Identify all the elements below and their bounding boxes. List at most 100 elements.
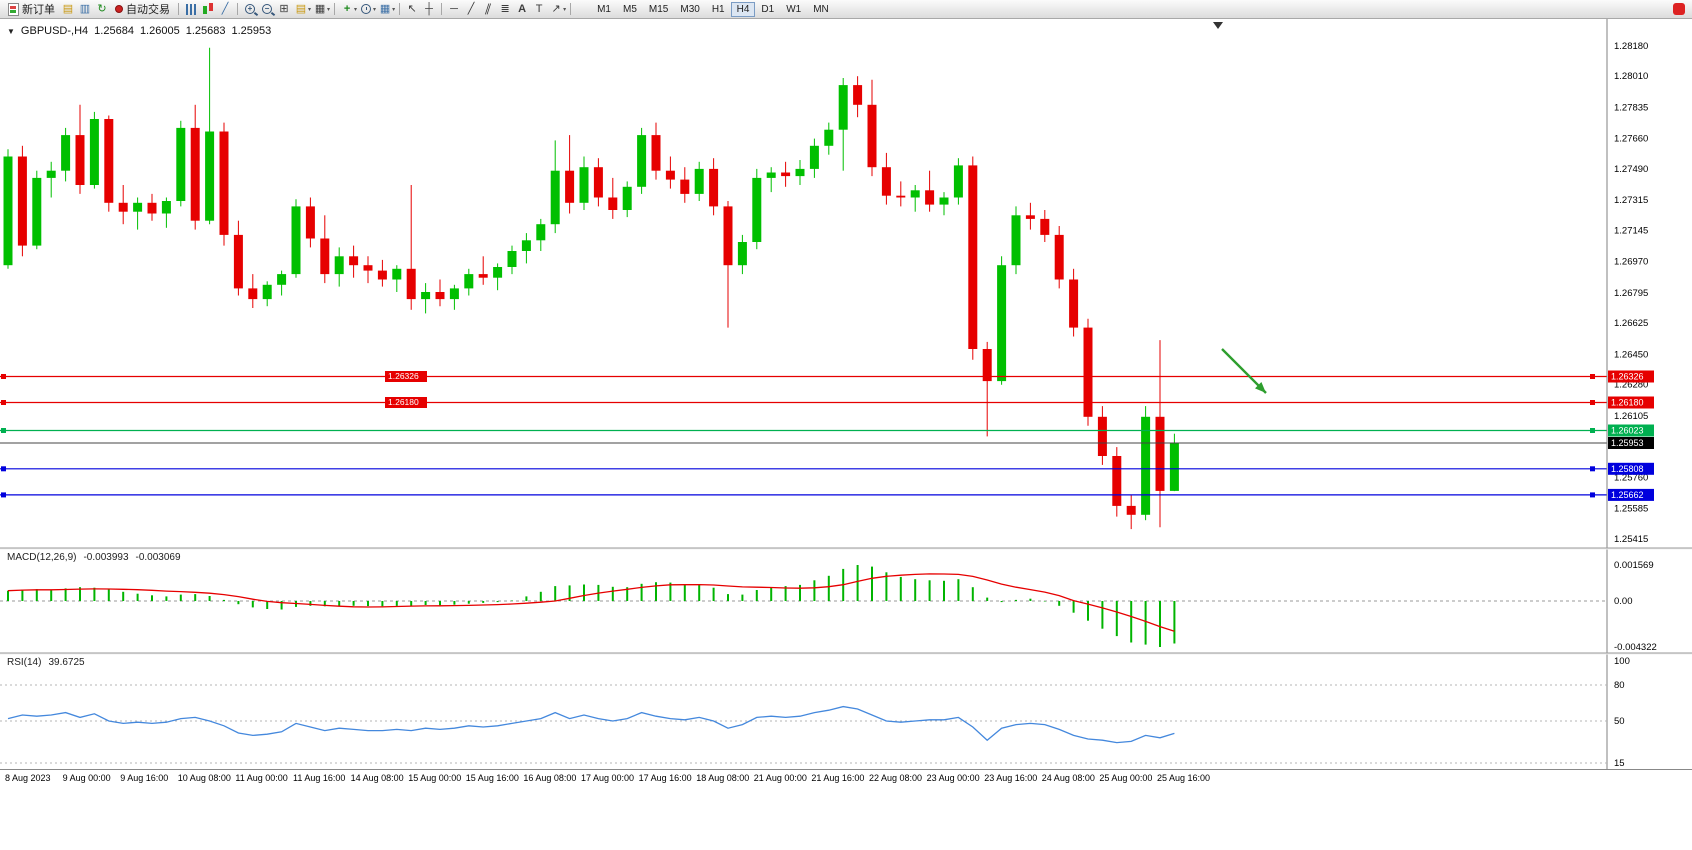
hline-handle[interactable] — [1, 400, 6, 405]
candle-body — [579, 167, 589, 203]
hline-handle[interactable] — [1590, 428, 1595, 433]
arrow-head-icon — [1255, 382, 1266, 393]
timeframe-button-h1[interactable]: H1 — [706, 2, 731, 17]
dropdown-caret-icon[interactable]: ▾ — [392, 6, 396, 13]
alert-icon[interactable] — [1673, 3, 1685, 15]
new-order-label: 新订单 — [22, 4, 55, 16]
candle-body — [853, 85, 863, 105]
autotrade-button[interactable]: 自动交易 — [111, 1, 174, 17]
price-axis-label: 1.25585 — [1614, 504, 1648, 515]
hline-handle[interactable] — [1590, 492, 1595, 498]
fibonacci-tool-icon[interactable]: ≣ — [500, 2, 510, 15]
price-axis-label: 1.26625 — [1614, 318, 1648, 329]
timeframe-button-d1[interactable]: D1 — [755, 2, 780, 17]
candle-body — [334, 256, 344, 275]
candle-body — [493, 267, 503, 278]
timeframe-button-m5[interactable]: M5 — [617, 2, 643, 17]
dropdown-caret-icon[interactable]: ▾ — [354, 6, 358, 13]
text-label-tool-icon[interactable]: T — [535, 2, 543, 15]
time-axis-label: 21 Aug 00:00 — [753, 773, 807, 783]
dropdown-caret-icon[interactable]: ▾ — [373, 6, 377, 13]
bar-chart-type-icon[interactable] — [183, 1, 199, 17]
candle-body — [1069, 279, 1079, 328]
candlestick-chart-type-icon[interactable] — [200, 1, 216, 17]
candle-body — [205, 131, 215, 221]
cursor-icon[interactable]: ↖ — [407, 2, 417, 15]
dropdown-caret-icon[interactable]: ▾ — [308, 6, 312, 13]
timeframe-button-m30[interactable]: M30 — [674, 2, 705, 17]
price-axis-label: 1.27315 — [1614, 195, 1648, 206]
candle-body — [377, 270, 387, 280]
price-axis-label: 1.28180 — [1614, 41, 1648, 52]
templates-button[interactable]: ▦ — [379, 2, 391, 15]
dropdown-caret-icon[interactable]: ▾ — [563, 6, 567, 13]
hline-handle[interactable] — [1590, 466, 1595, 472]
chart-shift-marker[interactable] — [1213, 22, 1223, 29]
rsi-axis-label: 80 — [1614, 680, 1625, 691]
candle-body — [593, 167, 603, 198]
indicators-button[interactable]: + — [343, 2, 351, 15]
rsi-line — [7, 705, 1175, 744]
new-order-button[interactable]: 新订单 — [4, 1, 59, 17]
refresh-icon[interactable]: ↻ — [97, 2, 107, 15]
hline-handle[interactable] — [1, 492, 6, 498]
hline-handle[interactable] — [1590, 400, 1595, 405]
candle-body — [277, 274, 287, 285]
price-axis-label: 1.25760 — [1614, 472, 1648, 483]
equidistant-channel-tool-icon[interactable]: ∥ — [483, 2, 493, 15]
timeframe-button-m1[interactable]: M1 — [591, 2, 617, 17]
profiles-menu-icon[interactable]: ▦ — [314, 2, 326, 15]
periods-button[interactable] — [358, 1, 374, 17]
trendline-tool-icon[interactable]: ╱ — [467, 2, 475, 15]
crosshair-icon[interactable]: ┼ — [425, 2, 433, 15]
zoom-out-icon[interactable]: − — [259, 1, 275, 17]
candle-body — [507, 251, 517, 267]
timeframe-button-w1[interactable]: W1 — [780, 2, 807, 17]
time-axis-label: 22 Aug 08:00 — [869, 773, 923, 783]
timeframe-button-mn[interactable]: MN — [807, 2, 835, 17]
new-chart-icon[interactable]: ▤ — [295, 2, 307, 15]
zoom-in-icon[interactable]: + — [242, 1, 258, 17]
hline-handle[interactable] — [1, 374, 6, 379]
price-axis-label: 1.26795 — [1614, 288, 1648, 299]
line-chart-type-icon[interactable]: ╱ — [221, 2, 229, 15]
horizontal-line-tool-icon[interactable]: ─ — [450, 2, 458, 15]
time-axis[interactable]: 8 Aug 2023 9 Aug 00:00 9 Aug 16:00 10 Aug 0… — [0, 769, 1692, 787]
new-order-icon — [8, 2, 19, 16]
candle-body — [622, 186, 632, 210]
candle-body — [939, 197, 949, 205]
text-tool-icon[interactable]: A — [518, 2, 527, 15]
candle-body — [421, 292, 431, 300]
candle-body — [694, 168, 704, 194]
candle-body — [406, 268, 416, 300]
candle-body — [752, 177, 762, 242]
hline-handle[interactable] — [1590, 374, 1595, 379]
one-click-collapse-icon[interactable]: ▼ — [7, 26, 15, 36]
arrows-tool-icon[interactable]: ↗ — [551, 2, 561, 15]
hline-handle[interactable] — [1, 466, 6, 472]
chart-canvas[interactable]: 1.28180 1.28010 1.27835 1.27660 1.27490 1.273… — [0, 19, 1692, 769]
candle-body — [305, 206, 315, 239]
time-axis-label: 21 Aug 16:00 — [811, 773, 865, 783]
candle-body — [1112, 456, 1122, 506]
time-axis-label: 18 Aug 08:00 — [696, 773, 750, 783]
chart-background — [0, 19, 1692, 769]
candle-body — [17, 156, 27, 246]
hline-handle[interactable] — [1, 428, 6, 433]
price-axis-label: 1.27835 — [1614, 102, 1648, 113]
charts-profile-icon[interactable]: ▤ — [62, 2, 74, 15]
tile-windows-icon[interactable]: ⊞ — [279, 2, 289, 15]
dropdown-caret-icon[interactable]: ▾ — [327, 6, 331, 13]
candle-body — [608, 197, 618, 210]
price-axis-label: 1.25415 — [1614, 534, 1648, 545]
time-axis-label: 11 Aug 00:00 — [235, 773, 288, 783]
candle-body — [392, 268, 402, 280]
timeframe-button-m15[interactable]: M15 — [643, 2, 674, 17]
hline-objects[interactable] — [0, 374, 1607, 498]
ohlc-close: 1.25953 — [231, 25, 272, 37]
market-watch-icon[interactable]: ▥ — [79, 2, 91, 15]
price-tag: 1.26180 — [1608, 396, 1654, 409]
svg-text:1.25953: 1.25953 — [1611, 438, 1644, 448]
svg-text:1.26180: 1.26180 — [1611, 398, 1644, 408]
timeframe-button-h4[interactable]: H4 — [730, 1, 756, 17]
